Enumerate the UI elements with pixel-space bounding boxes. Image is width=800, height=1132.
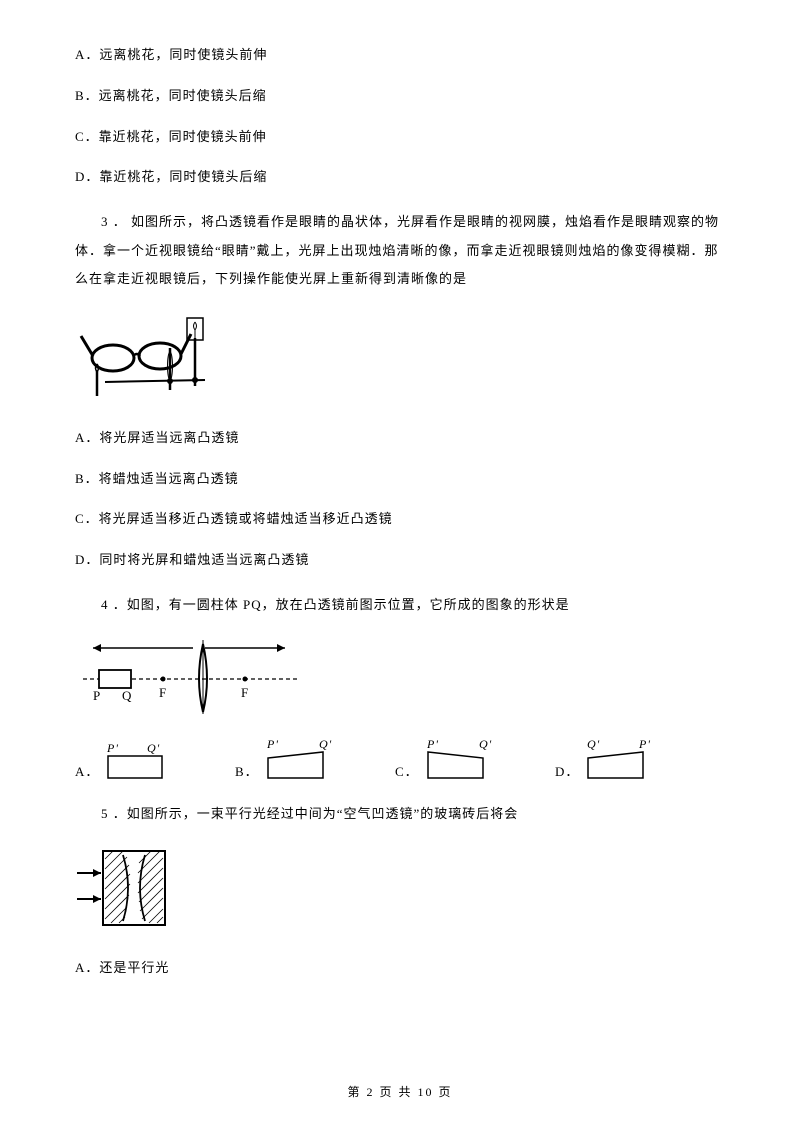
svg-text:P': P' bbox=[266, 738, 279, 751]
option-4d-label: D． bbox=[555, 762, 579, 783]
option-3b: B．将蜡烛适当远离凸透镜 bbox=[75, 469, 725, 490]
svg-text:Q': Q' bbox=[319, 738, 332, 751]
diagram-glass-block bbox=[75, 843, 725, 940]
option-4a: A． P' Q' bbox=[75, 742, 235, 782]
svg-text:P: P bbox=[93, 688, 100, 703]
option-3c: C．将光屏适当移近凸透镜或将蜡烛适当移近凸透镜 bbox=[75, 509, 725, 530]
svg-text:Q': Q' bbox=[147, 742, 160, 755]
option-2d: D．靠近桃花，同时使镜头后缩 bbox=[75, 167, 725, 188]
svg-text:Q: Q bbox=[122, 688, 132, 703]
option-2c: C．靠近桃花，同时使镜头前伸 bbox=[75, 127, 725, 148]
option-5a: A．还是平行光 bbox=[75, 958, 725, 979]
option-3a: A．将光屏适当远离凸透镜 bbox=[75, 428, 725, 449]
svg-text:Q': Q' bbox=[587, 738, 600, 751]
option-3d: D．同时将光屏和蜡烛适当远离凸透镜 bbox=[75, 550, 725, 571]
svg-text:F: F bbox=[159, 685, 166, 700]
question-5-text: 5 ．如图所示，一束平行光经过中间为“空气凹透镜”的玻璃砖后将会 bbox=[75, 800, 725, 829]
svg-text:P': P' bbox=[106, 742, 119, 755]
svg-text:P': P' bbox=[638, 738, 651, 751]
question-4-options-row: A． P' Q' B． P' Q' C． P' Q' D． Q' P' bbox=[75, 738, 725, 782]
option-4b-label: B． bbox=[235, 762, 259, 783]
option-4c: C． P' Q' bbox=[395, 738, 555, 782]
diagram-pq-lens: P Q F F bbox=[75, 634, 725, 721]
option-4a-label: A． bbox=[75, 762, 99, 783]
question-4-text: 4 ．如图，有一圆柱体 PQ，放在凸透镜前图示位置，它所成的图象的形状是 bbox=[75, 591, 725, 620]
option-4d: D． Q' P' bbox=[555, 738, 663, 782]
diagram-glasses-lens bbox=[75, 308, 725, 410]
option-4d-shape: Q' P' bbox=[583, 738, 663, 782]
option-4a-shape: P' Q' bbox=[103, 742, 173, 782]
option-2a: A．远离桃花，同时使镜头前伸 bbox=[75, 45, 725, 66]
svg-text:P': P' bbox=[426, 738, 439, 751]
page-footer: 第 2 页 共 10 页 bbox=[0, 1083, 800, 1102]
svg-text:F: F bbox=[241, 685, 248, 700]
option-4b: B． P' Q' bbox=[235, 738, 395, 782]
svg-text:Q': Q' bbox=[479, 738, 492, 751]
option-4b-shape: P' Q' bbox=[263, 738, 343, 782]
option-2b: B．远离桃花，同时使镜头后缩 bbox=[75, 86, 725, 107]
option-4c-shape: P' Q' bbox=[423, 738, 503, 782]
question-3-text: 3 ． 如图所示，将凸透镜看作是眼睛的晶状体，光屏看作是眼睛的视网膜，烛焰看作是… bbox=[75, 208, 725, 294]
option-4c-label: C． bbox=[395, 762, 419, 783]
